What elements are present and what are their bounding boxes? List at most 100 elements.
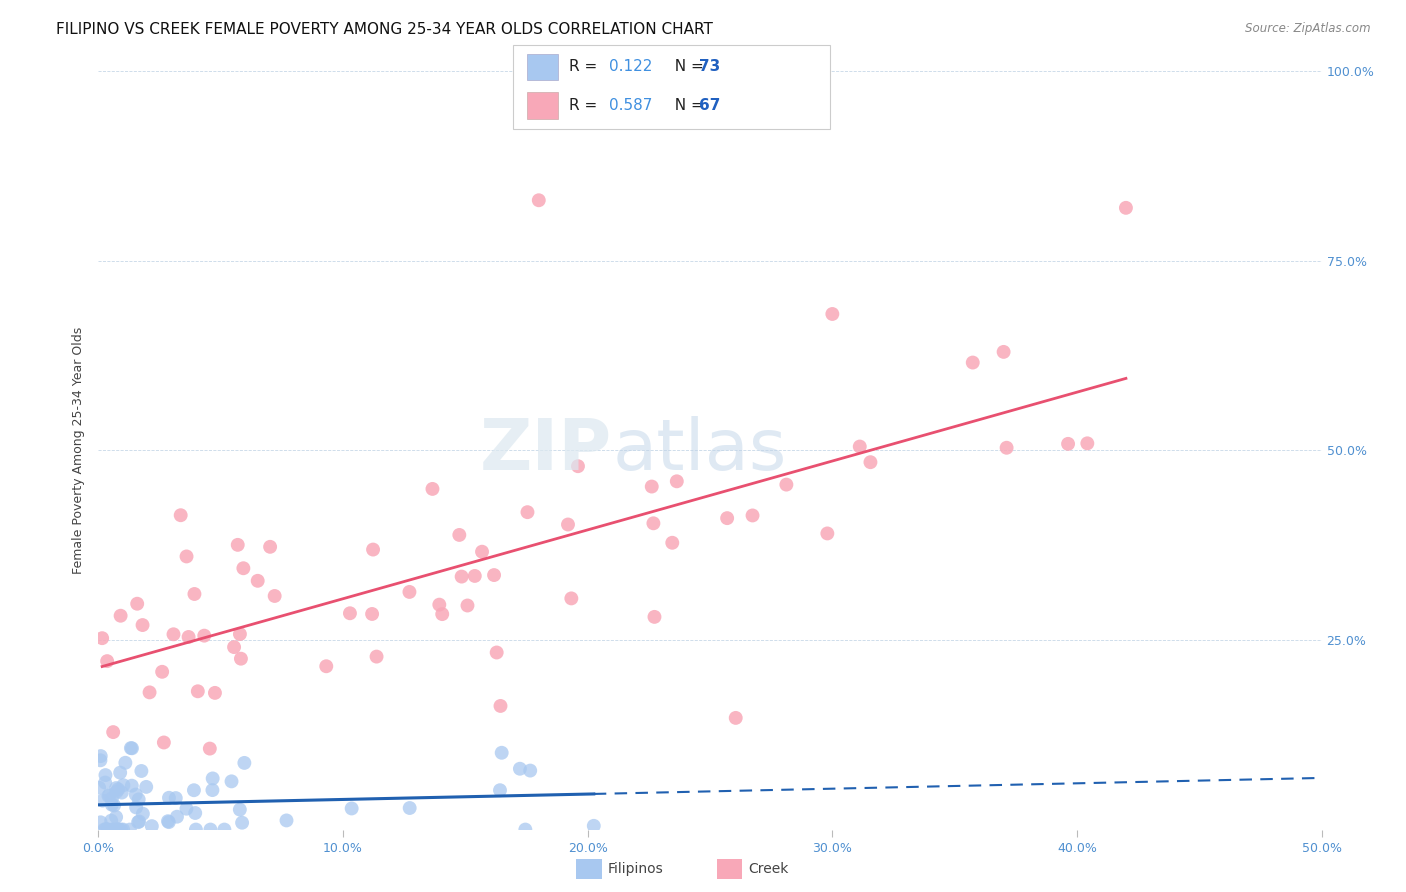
Point: [232, 561, 254, 575]
Point: [107, 822, 129, 837]
Point: [515, 822, 537, 837]
Point: [101, 725, 124, 739]
Point: [516, 505, 538, 519]
Point: [193, 629, 215, 643]
Point: [962, 355, 984, 369]
Point: [131, 764, 153, 778]
Point: [91, 631, 114, 645]
Point: [315, 659, 337, 673]
Point: [427, 598, 450, 612]
Point: [557, 517, 579, 532]
Point: [120, 741, 142, 756]
Point: [1076, 436, 1098, 450]
Point: [560, 591, 582, 606]
Point: [165, 791, 187, 805]
Point: [340, 801, 363, 815]
Point: [110, 608, 132, 623]
Point: [848, 440, 870, 454]
Text: R =: R =: [569, 98, 603, 112]
Point: [339, 607, 361, 621]
Point: [567, 459, 589, 474]
Point: [166, 810, 188, 824]
Text: 0.587: 0.587: [609, 98, 652, 112]
Text: FILIPINO VS CREEK FEMALE POVERTY AMONG 25-34 YEAR OLDS CORRELATION CHART: FILIPINO VS CREEK FEMALE POVERTY AMONG 2…: [56, 22, 713, 37]
Point: [105, 810, 128, 824]
Point: [456, 599, 478, 613]
Point: [485, 645, 508, 659]
Point: [231, 815, 253, 830]
Point: [128, 792, 150, 806]
Point: [135, 780, 157, 794]
Point: [229, 651, 252, 665]
Point: [643, 516, 665, 531]
Text: R =: R =: [569, 60, 603, 74]
Point: [661, 535, 683, 549]
Point: [229, 627, 252, 641]
Point: [201, 772, 224, 786]
Point: [157, 815, 180, 830]
Point: [214, 822, 236, 837]
Point: [94, 822, 117, 836]
Point: [90, 749, 112, 764]
Point: [105, 785, 128, 799]
Point: [482, 568, 505, 582]
Y-axis label: Female Poverty Among 25-34 Year Olds: Female Poverty Among 25-34 Year Olds: [72, 326, 86, 574]
Point: [489, 698, 512, 713]
Point: [112, 778, 135, 792]
Point: [233, 756, 256, 770]
Point: [183, 587, 205, 601]
Point: [177, 630, 200, 644]
Point: [449, 528, 471, 542]
Point: [221, 774, 243, 789]
Point: [125, 788, 148, 802]
Point: [96, 654, 118, 668]
Point: [94, 768, 117, 782]
Point: [170, 508, 193, 523]
Point: [464, 569, 486, 583]
Point: [509, 762, 531, 776]
Point: [259, 540, 281, 554]
Point: [1115, 201, 1137, 215]
Point: [204, 686, 226, 700]
Point: [107, 822, 129, 837]
Point: [229, 803, 252, 817]
Point: [153, 735, 176, 749]
Point: [450, 569, 472, 583]
Text: Filipinos: Filipinos: [607, 862, 664, 876]
Point: [141, 819, 163, 833]
Point: [176, 549, 198, 564]
Point: [150, 665, 173, 679]
Point: [121, 741, 143, 756]
Point: [101, 822, 124, 837]
Point: [91, 794, 114, 808]
Text: ZIP: ZIP: [479, 416, 612, 485]
Point: [128, 814, 150, 829]
Point: [398, 801, 420, 815]
Point: [643, 610, 665, 624]
Point: [741, 508, 763, 523]
Point: [489, 783, 512, 797]
Point: [118, 822, 141, 837]
Point: [108, 765, 131, 780]
Point: [111, 786, 134, 800]
Point: [582, 819, 605, 833]
Point: [94, 775, 117, 789]
Point: [101, 822, 124, 837]
Point: [432, 607, 454, 621]
Point: [246, 574, 269, 588]
Point: [105, 781, 128, 796]
Point: [222, 640, 245, 654]
Point: [110, 822, 132, 837]
Point: [775, 477, 797, 491]
Point: [127, 815, 149, 830]
Text: 73: 73: [699, 60, 720, 74]
Point: [183, 783, 205, 797]
Point: [89, 780, 111, 795]
Point: [176, 802, 198, 816]
Point: [263, 589, 285, 603]
Point: [101, 797, 124, 812]
Point: [200, 822, 222, 837]
Point: [131, 618, 153, 632]
Point: [491, 746, 513, 760]
Point: [107, 782, 129, 797]
